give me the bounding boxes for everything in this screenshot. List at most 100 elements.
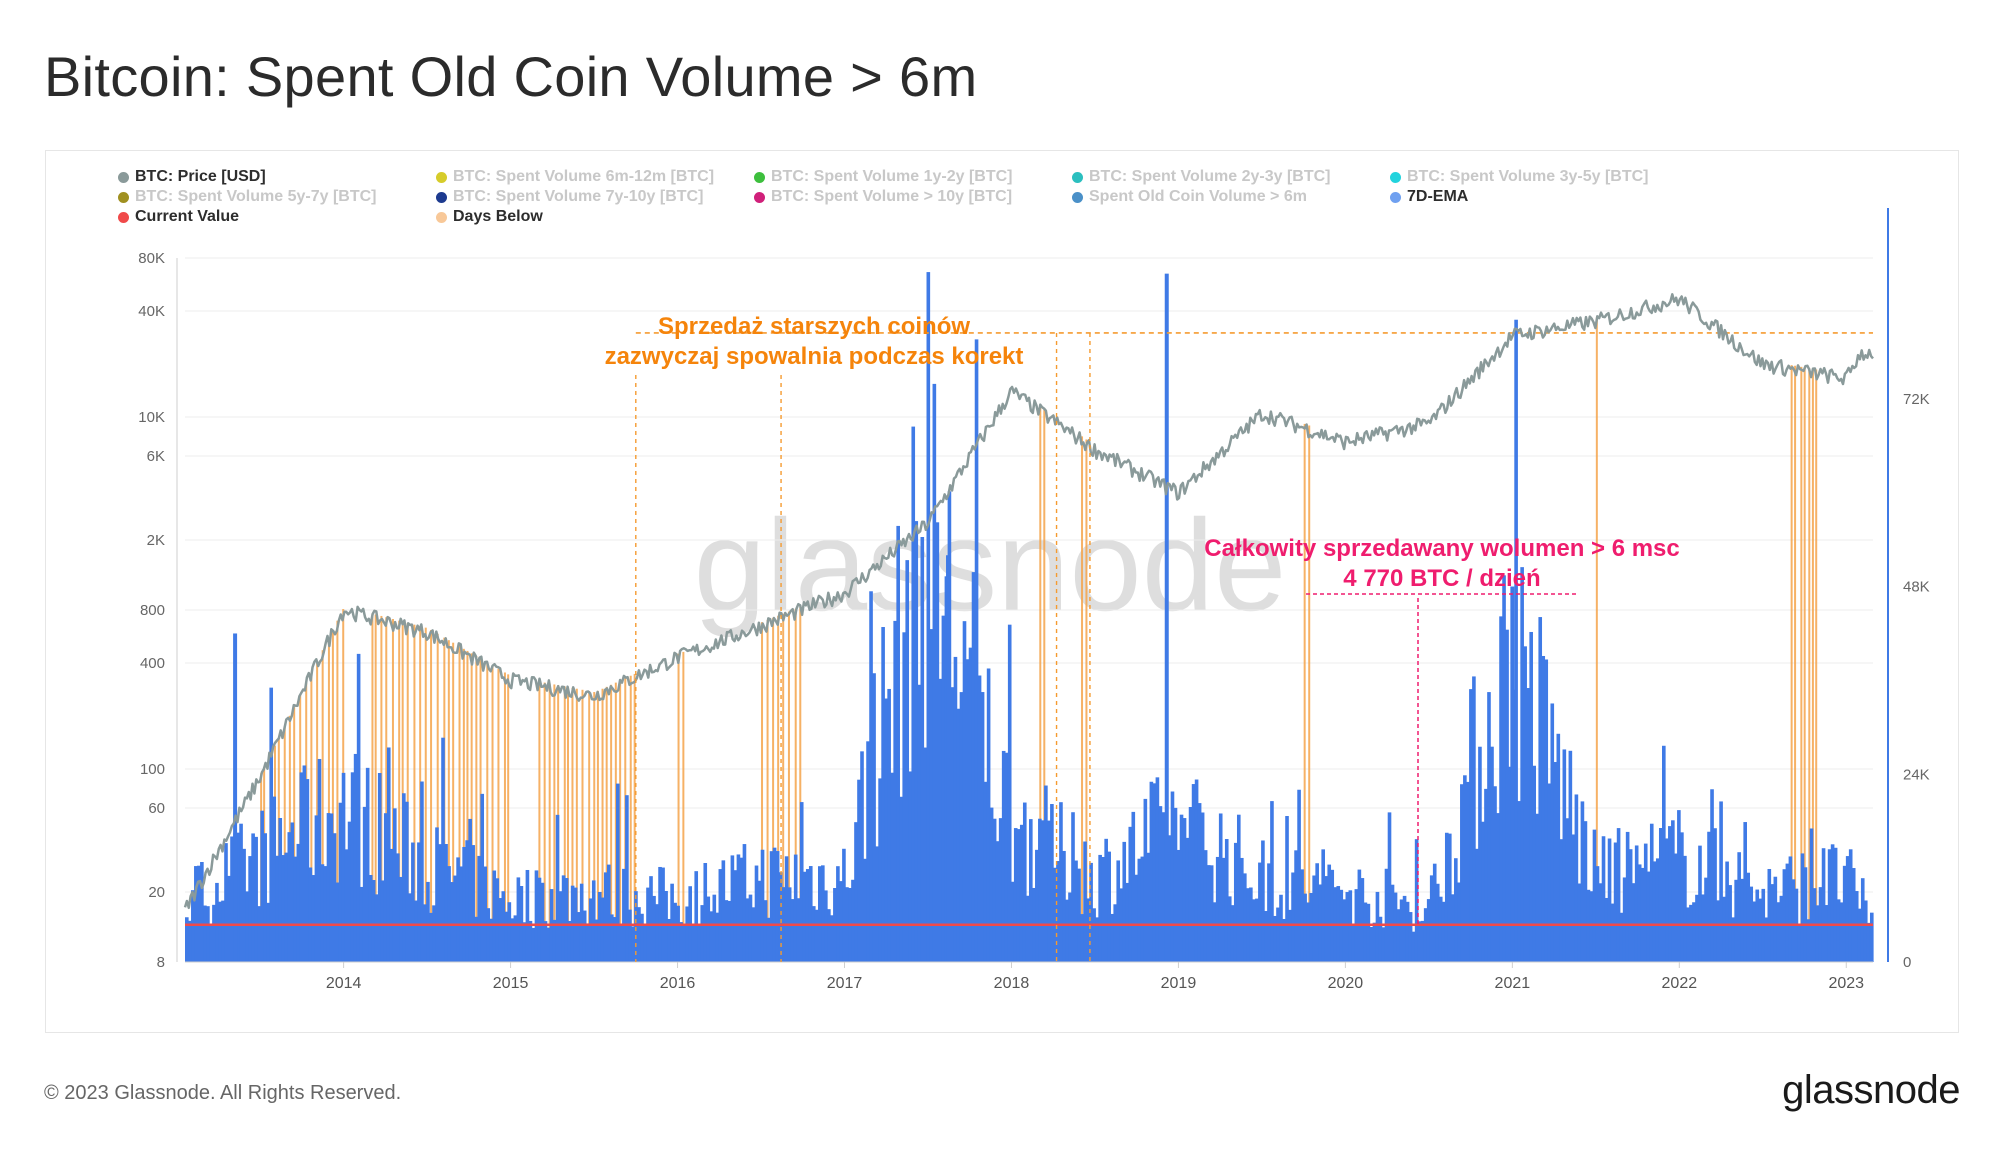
volume-bar [607, 864, 611, 962]
volume-bar [230, 836, 234, 962]
days-below-bar [766, 619, 769, 962]
legend-item[interactable]: BTC: Spent Volume 6m-12m [BTC] [436, 168, 714, 186]
volume-bar [1345, 892, 1350, 962]
legend-label: BTC: Price [USD] [135, 168, 266, 185]
volume-bar [920, 537, 925, 962]
volume-bar [974, 339, 979, 962]
legend-item[interactable]: BTC: Spent Volume > 10y [BTC] [754, 188, 1012, 206]
volume-bar [989, 807, 994, 962]
volume-bar [1487, 692, 1491, 962]
days-below-bar [548, 683, 551, 962]
legend-item[interactable]: BTC: Spent Volume 3y-5y [BTC] [1390, 168, 1649, 186]
volume-bar [1484, 788, 1488, 962]
volume-bar [392, 808, 397, 962]
volume-bar [655, 904, 659, 962]
volume-bar [878, 778, 882, 962]
volume-bar [341, 772, 346, 962]
legend-item[interactable]: Spent Old Coin Volume > 6m [1072, 188, 1307, 206]
volume-bar [266, 902, 270, 962]
volume-bar [1158, 806, 1163, 962]
volume-bar [1466, 781, 1470, 962]
volume-bar [402, 793, 406, 962]
volume-bar [965, 659, 970, 962]
volume-bar [1788, 856, 1793, 962]
volume-bar [1779, 895, 1784, 962]
volume-bar [1791, 879, 1796, 962]
days-below-bar [777, 615, 780, 962]
legend-item[interactable]: 7D-EMA [1390, 188, 1468, 206]
x-tick-label: 2020 [1328, 975, 1364, 992]
volume-bar [534, 870, 539, 962]
days-below-bar [677, 653, 680, 962]
volume-bar [456, 857, 460, 962]
volume-bar [236, 832, 240, 962]
volume-bar [1435, 883, 1440, 962]
volume-bar [1469, 689, 1473, 962]
legend-item[interactable]: BTC: Spent Volume 7y-10y [BTC] [436, 188, 703, 206]
volume-bar [1324, 876, 1329, 962]
volume-bar [269, 687, 274, 962]
volume-bar [751, 907, 756, 962]
volume-bar [1137, 858, 1142, 962]
volume-bar [420, 781, 424, 962]
days-below-bar [1595, 317, 1598, 962]
volume-bar [1303, 893, 1307, 962]
volume-bar [1764, 917, 1769, 962]
days-below-bar [374, 614, 377, 962]
volume-bar [1432, 863, 1437, 962]
volume-bar [1387, 812, 1392, 962]
volume-bar [1101, 856, 1105, 962]
volume-bar [1613, 842, 1618, 962]
days-below-bar [593, 692, 596, 962]
volume-bar [1224, 839, 1229, 962]
volume-bar [188, 920, 192, 962]
volume-bar [1188, 806, 1193, 962]
days-below-bar [413, 624, 416, 962]
volume-bar [1167, 835, 1172, 962]
annotation-orange-line1: Sprzedaż starszych coinów [658, 313, 970, 340]
volume-bar [1019, 824, 1024, 962]
legend-item[interactable]: Current Value [118, 208, 239, 226]
volume-bar [1050, 804, 1054, 962]
volume-bar [818, 866, 822, 962]
y2-tick-label: 24K [1903, 766, 1930, 783]
volume-bar [1047, 820, 1051, 962]
volume-bar [1375, 891, 1380, 962]
volume-bar [1059, 802, 1063, 962]
price-line [183, 293, 1874, 910]
volume-bar [1351, 925, 1356, 962]
legend-item[interactable]: BTC: Spent Volume 2y-3y [BTC] [1072, 168, 1331, 186]
volume-bar [296, 843, 301, 962]
legend-item[interactable]: BTC: Spent Volume 1y-2y [BTC] [754, 168, 1013, 186]
volume-bar [986, 668, 991, 962]
volume-bar [1369, 927, 1374, 962]
volume-bar [1526, 688, 1530, 962]
volume-bar [281, 855, 286, 962]
volume-bar [890, 772, 894, 962]
volume-bar [1640, 867, 1645, 962]
legend-item[interactable]: BTC: Price [USD] [118, 168, 266, 186]
volume-bar [191, 890, 195, 962]
footer-logo[interactable]: glassnode [1782, 1068, 1960, 1112]
volume-bar [1408, 912, 1413, 962]
days-below-bar [629, 675, 632, 962]
volume-bar [875, 846, 879, 962]
volume-bar [477, 855, 481, 962]
legend-item[interactable]: Days Below [436, 208, 543, 226]
volume-bar [1411, 931, 1416, 962]
volume-bar [320, 864, 325, 962]
volume-bar [754, 865, 759, 962]
legend-item[interactable]: BTC: Spent Volume 5y-7y [BTC] [118, 188, 377, 206]
volume-bar [670, 883, 674, 962]
volume-bar [335, 882, 340, 962]
volume-bar [1215, 856, 1220, 962]
days-below-bar [1303, 423, 1306, 962]
volume-bar [652, 895, 656, 962]
volume-bar [483, 866, 488, 962]
volume-bar [492, 870, 497, 962]
days-below-bar [794, 608, 797, 962]
volume-bar [745, 898, 750, 962]
volume-bar [1300, 869, 1304, 962]
volume-bar [923, 747, 928, 962]
volume-bar [408, 893, 412, 962]
